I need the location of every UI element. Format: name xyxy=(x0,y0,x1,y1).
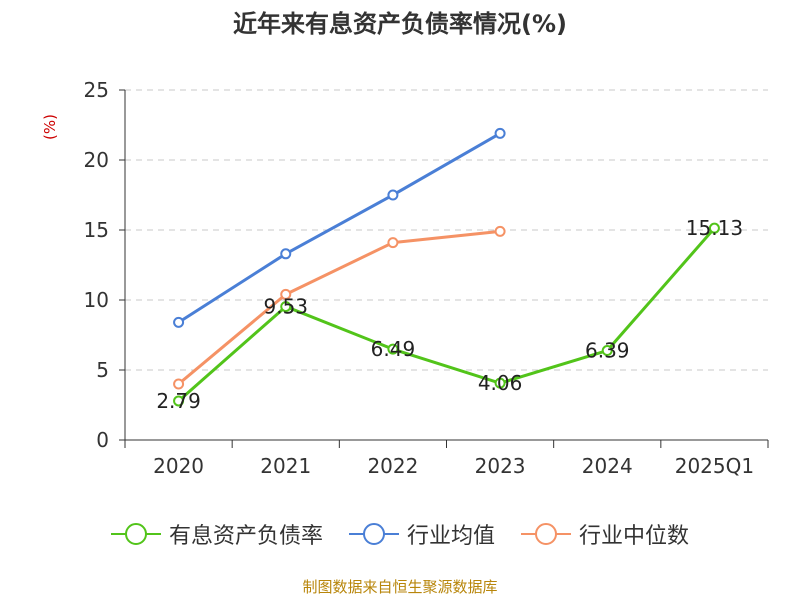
data-label: 2.79 xyxy=(156,389,201,413)
x-tick-label: 2022 xyxy=(367,454,418,478)
y-tick-label: 0 xyxy=(96,428,109,452)
legend-label: 有息资产负债率 xyxy=(168,524,323,549)
legend: 有息资产负债率 行业均值 行业中位数 xyxy=(0,518,800,550)
x-tick-label: 2020 xyxy=(153,454,204,478)
legend-swatch-icon xyxy=(110,522,161,546)
data-point xyxy=(173,378,185,390)
data-point xyxy=(280,288,292,300)
data-point xyxy=(494,377,506,389)
legend-item[interactable]: 行业中位数 xyxy=(521,518,689,550)
data-point xyxy=(494,225,506,237)
data-label: 6.49 xyxy=(371,337,416,361)
data-point xyxy=(387,343,399,355)
series-line xyxy=(177,229,501,386)
source-note: 制图数据来自恒生聚源数据库 xyxy=(302,578,498,596)
data-label: 6.39 xyxy=(585,339,630,363)
x-tick-label: 2023 xyxy=(475,454,526,478)
y-tick-label: 10 xyxy=(84,288,109,312)
y-tick-label: 15 xyxy=(84,218,109,242)
series-line xyxy=(177,227,716,403)
legend-swatch-icon xyxy=(348,522,399,546)
x-tick-label: 2021 xyxy=(260,454,311,478)
data-label: 4.06 xyxy=(478,371,523,395)
data-point xyxy=(280,301,292,313)
x-tick-label: 2024 xyxy=(582,454,633,478)
data-point xyxy=(280,248,292,260)
data-label: 15.13 xyxy=(686,216,743,240)
data-label: 9.53 xyxy=(263,295,308,319)
legend-label: 行业均值 xyxy=(406,524,495,549)
data-point xyxy=(173,316,185,328)
y-tick-label: 5 xyxy=(96,358,109,382)
legend-item[interactable]: 行业均值 xyxy=(348,518,495,550)
legend-label: 行业中位数 xyxy=(579,524,690,549)
data-point xyxy=(173,395,185,407)
series-line xyxy=(177,132,501,324)
legend-item[interactable]: 有息资产负债率 xyxy=(110,518,323,550)
data-point xyxy=(387,189,399,201)
data-point xyxy=(387,237,399,249)
x-tick-label: 2025Q1 xyxy=(675,454,754,478)
y-tick-label: 25 xyxy=(84,78,109,102)
data-point xyxy=(494,127,506,139)
chart-title: 近年来有息资产负债率情况(%) xyxy=(233,10,567,38)
y-tick-label: 20 xyxy=(84,148,109,172)
data-point xyxy=(601,345,613,357)
line-chart: 0 5 10 15 20 25 2020 2021 2022 2023 2024 2025Q1 2.79… xyxy=(84,78,769,478)
data-point xyxy=(708,222,720,234)
legend-swatch-icon xyxy=(521,522,571,546)
